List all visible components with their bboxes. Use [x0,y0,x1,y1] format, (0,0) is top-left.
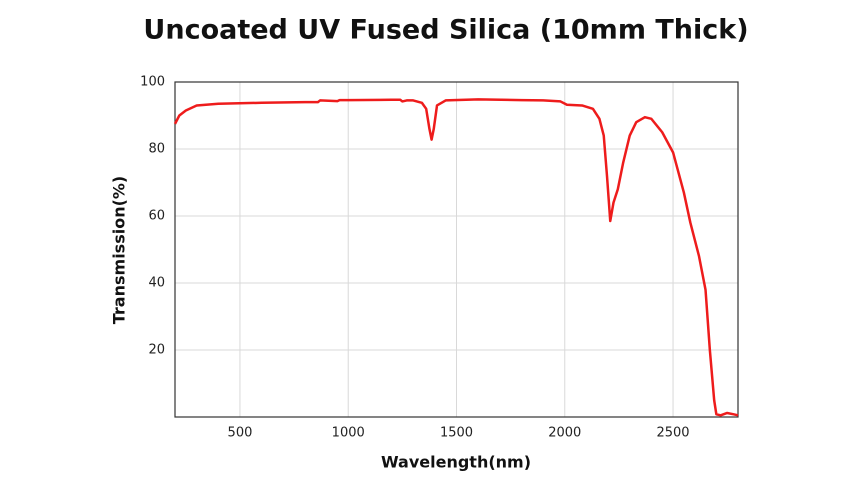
y-tick-label: 40 [148,276,165,291]
y-tick-label: 20 [148,343,165,358]
x-axis-label: Wavelength(nm) [381,453,531,472]
y-tick-label: 80 [148,142,165,157]
x-tick-label: 2500 [656,426,689,441]
plot-frame [174,81,739,418]
y-axis-label: Transmission(%) [110,176,129,324]
x-tick-label: 1000 [332,426,365,441]
data-line [173,98,739,417]
x-tick-label: 500 [228,426,253,441]
y-tick-label: 100 [140,75,165,90]
x-tick-label: 2000 [548,426,581,441]
x-tick-label: 1500 [440,426,473,441]
y-tick-label: 60 [148,209,165,224]
chart-title: Uncoated UV Fused Silica (10mm Thick) [143,15,748,46]
